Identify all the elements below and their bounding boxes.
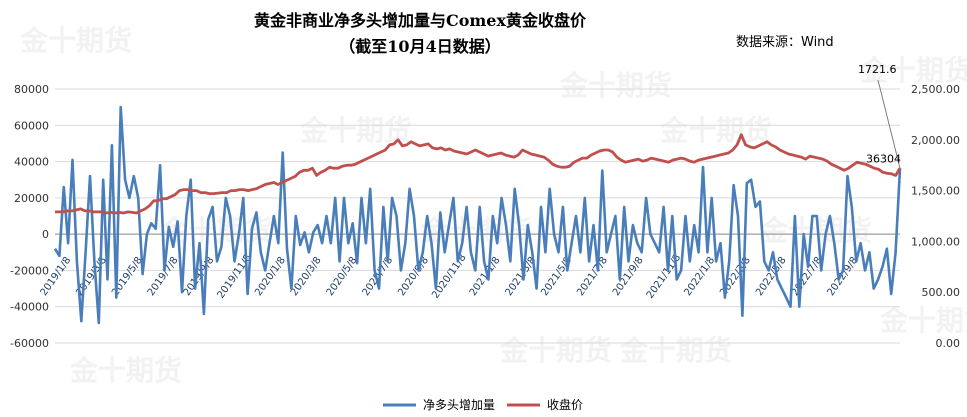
- data-source: 数据来源：Wind: [736, 35, 834, 50]
- watermark-6: 金十期货: [859, 54, 967, 87]
- watermark-8: 金十期货: [499, 334, 612, 367]
- legend: 净多头增加量 收盘价: [383, 397, 583, 412]
- x-axis: 2019/1/8 2019/3/8 2019/5/8 2019/7/8 2019/9/8…: [39, 252, 861, 300]
- y-right-tick: 0.00: [936, 337, 961, 350]
- y-right-tick: 2,000.00: [911, 134, 960, 147]
- annotation-net-long-last: 36304: [866, 152, 901, 165]
- series-line-close: [55, 133, 902, 215]
- watermark-10: 金十期货: [419, 214, 532, 247]
- watermark-0: 金十期货: [19, 24, 132, 57]
- series-line-net-long: [53, 105, 902, 325]
- watermark-1: 金十期货: [69, 354, 182, 387]
- x-tick: 2021/7/8: [575, 255, 610, 298]
- chart-title: 黄金非商业净多头增加量与Comex黄金收盘价: [254, 11, 587, 30]
- watermark-3: 金十期货: [559, 69, 672, 102]
- y-left-tick: 80000: [14, 83, 49, 96]
- y-axis-left: -60000 -40000 -20000 0 20000 40000 60000 80000: [10, 83, 49, 350]
- x-tick: 2020/5/8: [325, 255, 360, 298]
- y-right-tick: 500.00: [922, 286, 961, 299]
- y-right-tick: 1,500.00: [911, 185, 960, 198]
- y-left-tick: -40000: [10, 301, 49, 314]
- y-left-tick: 40000: [14, 156, 49, 169]
- chart-subtitle: （截至10月4日数据）: [339, 37, 500, 56]
- y-left-tick: 0: [42, 228, 49, 241]
- legend-label-net-long: 净多头增加量: [423, 398, 495, 412]
- series: [53, 105, 902, 325]
- y-right-tick: 2,500.00: [911, 83, 960, 96]
- watermark-5: 金十期货: [619, 334, 732, 367]
- x-tick: 2019/9/8: [182, 255, 217, 298]
- y-left-tick: 20000: [14, 192, 49, 205]
- annotations: 1721.6 36304: [858, 63, 901, 169]
- x-tick: 2022/1/8: [682, 255, 717, 298]
- watermark-2: 金十期货: [299, 114, 412, 147]
- watermark-7: 金十期货: [879, 304, 967, 337]
- annotation-close-last: 1721.6: [858, 63, 897, 76]
- x-tick: 2020/7/8: [361, 255, 396, 298]
- watermark-4: 金十期货: [659, 114, 772, 147]
- y-left-tick: -60000: [10, 337, 49, 350]
- legend-label-close: 收盘价: [547, 397, 583, 412]
- y-axis-right: 0.00 500.00 1,000.00 1,500.00 2,000.00 2,500.…: [911, 83, 960, 350]
- y-left-tick: -20000: [10, 264, 49, 277]
- annotation-leader: [877, 79, 901, 169]
- y-left-tick: 60000: [14, 119, 49, 132]
- x-tick: 2020/1/8: [253, 255, 288, 298]
- y-right-tick: 1,000.00: [911, 235, 960, 248]
